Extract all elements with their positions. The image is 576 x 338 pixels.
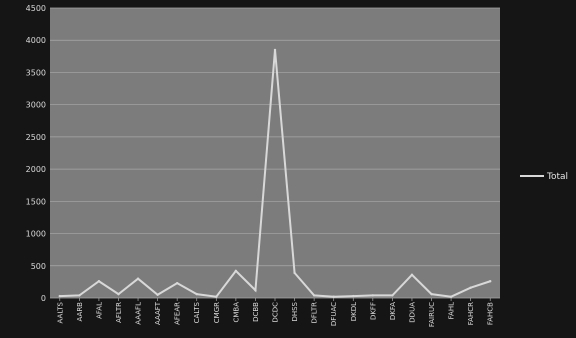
data-point	[175, 281, 179, 285]
x-tick-label: DFLTR	[311, 302, 319, 324]
data-point	[156, 293, 159, 296]
data-point	[332, 295, 335, 298]
y-tick-label: 1500	[26, 197, 46, 206]
x-axis: AALTS AARB AFAL AFLTR AAAFL AAAFT AFEAR CALTS CM…	[56, 298, 495, 327]
x-tick-label: AFLTR	[115, 302, 123, 323]
data-point	[234, 269, 238, 273]
y-tick-label: 3000	[26, 101, 46, 110]
y-tick-label: 0	[41, 294, 46, 303]
x-tick-label: AALTS	[56, 301, 64, 323]
data-point	[449, 295, 453, 298]
x-tick-label: DHSS	[291, 301, 299, 321]
data-point	[391, 294, 394, 297]
y-tick-label: 500	[31, 262, 46, 271]
data-point	[117, 292, 120, 296]
x-tick-label: DKFA	[389, 302, 397, 320]
data-point	[430, 292, 433, 296]
data-point	[293, 271, 296, 275]
legend-label-total: Total	[546, 172, 568, 182]
y-tick-label: 1000	[26, 230, 46, 239]
data-point	[254, 289, 257, 292]
x-tick-label: DKDL	[350, 302, 358, 321]
x-tick-label: AAAFL	[135, 302, 143, 325]
x-tick-label: AARB	[76, 302, 84, 322]
series-layer	[58, 48, 492, 298]
data-point	[312, 294, 316, 297]
x-tick-label: AFAL	[95, 302, 103, 319]
data-point	[489, 280, 492, 283]
x-tick-label: AFEAR	[174, 302, 182, 325]
legend: Total	[520, 172, 568, 182]
x-tick-label: DDUA	[408, 302, 416, 323]
x-tick-label: CMGR	[213, 302, 221, 323]
x-tick-label: DCDC	[272, 302, 280, 323]
y-tick-label: 4500	[26, 4, 46, 13]
data-point	[78, 294, 81, 297]
x-tick-label: FAHCB	[487, 302, 495, 325]
data-point	[136, 277, 140, 280]
data-point	[352, 294, 355, 298]
y-axis: 0 500 1000 1500 2000 2500 3000 3500 4000 4500	[26, 4, 46, 303]
y-tick-label: 3500	[26, 68, 46, 77]
data-point	[410, 273, 414, 276]
gridlines	[50, 7, 500, 299]
x-tick-label: DKFF	[369, 302, 377, 320]
data-point	[273, 48, 277, 52]
y-tick-label: 2000	[26, 165, 46, 174]
x-tick-label: DFUAC	[330, 302, 338, 326]
data-point	[58, 294, 61, 298]
x-tick-label: FAIRUC	[428, 302, 436, 327]
x-tick-label: FAHL	[448, 302, 456, 319]
data-point	[371, 294, 375, 297]
data-point	[215, 295, 218, 298]
x-tick-label: AAAFT	[154, 301, 162, 325]
y-tick-label: 2500	[26, 133, 46, 142]
x-tick-label: DCBB	[252, 302, 260, 322]
y-tick-label: 4000	[26, 36, 46, 45]
data-point	[97, 280, 101, 283]
data-point	[195, 292, 198, 296]
x-tick-label: CMBA	[232, 302, 240, 323]
x-tick-label: CALTS	[193, 301, 201, 323]
x-tick-label: FAHCR	[467, 302, 475, 325]
data-point	[469, 286, 472, 289]
